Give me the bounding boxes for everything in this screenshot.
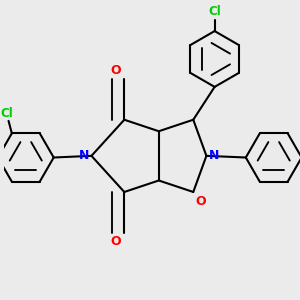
Text: Cl: Cl (208, 5, 221, 18)
Text: N: N (209, 149, 219, 162)
Text: O: O (110, 64, 121, 77)
Text: O: O (195, 195, 206, 208)
Text: N: N (79, 149, 89, 162)
Text: Cl: Cl (1, 106, 13, 119)
Text: O: O (110, 235, 121, 248)
